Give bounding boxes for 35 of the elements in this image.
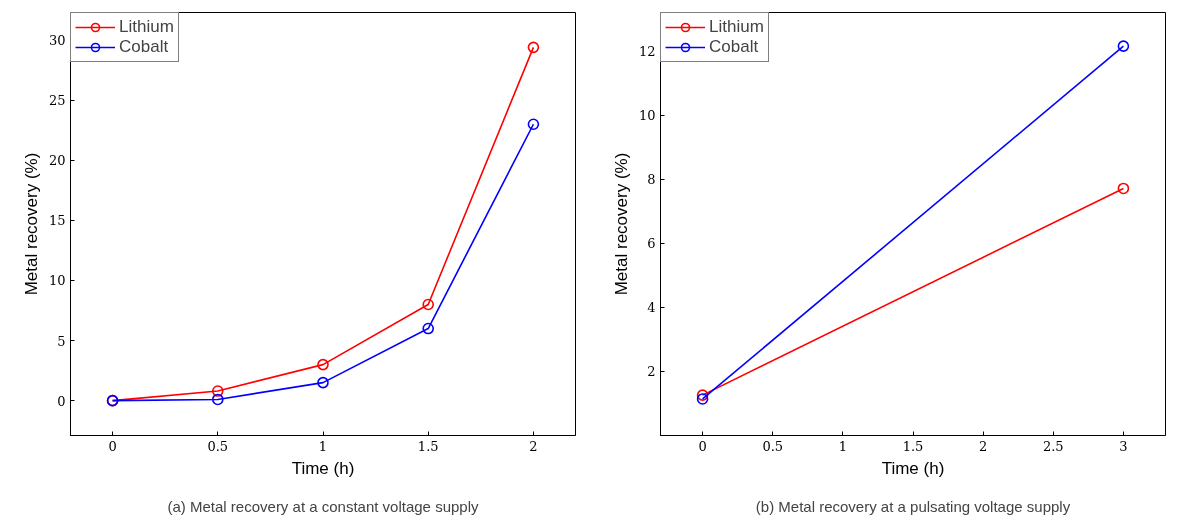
y-tick-label: 12 <box>638 43 656 59</box>
y-tick-label: 25 <box>48 93 66 109</box>
x-tick-label: 0.5 <box>762 438 784 454</box>
text: (b) Metal recovery at a pulsating voltage supply <box>755 497 1071 515</box>
x-tick-label: 0 <box>108 438 117 454</box>
x-tick-label: 0 <box>698 438 707 454</box>
x-tick-label: 2 <box>529 438 538 454</box>
y-tick-label: 4 <box>647 300 656 316</box>
y-tick-label: 10 <box>48 273 66 289</box>
x-tick-label: 1.5 <box>417 438 439 454</box>
y-tick-label: 20 <box>48 153 66 169</box>
y-tick-label: 15 <box>48 213 66 229</box>
y-tick-label: 6 <box>647 236 656 252</box>
text: (a) Metal recovery at a constant voltage supply <box>167 497 479 515</box>
x-tick-label: 2.5 <box>1042 438 1064 454</box>
x-axis-title: Time (h) <box>881 458 945 478</box>
y-axis-title: Metal recovery (%) <box>21 152 41 296</box>
y-tick-label: 5 <box>57 333 66 349</box>
x-axis-title: Time (h) <box>291 458 355 478</box>
y-tick-label: 8 <box>647 172 656 188</box>
y-tick-label: 2 <box>647 364 656 380</box>
legend-label: Cobalt <box>709 37 759 57</box>
y-tick-label: 30 <box>48 33 66 49</box>
x-tick-label: 1.5 <box>902 438 924 454</box>
legend-label: Lithium <box>119 17 174 37</box>
x-tick-label: 3 <box>1119 438 1128 454</box>
y-tick-label: 0 <box>57 393 66 409</box>
legend-label: Cobalt <box>119 37 169 57</box>
x-tick-label: 1 <box>838 438 848 454</box>
y-tick-label: 10 <box>638 108 656 124</box>
x-tick-label: 2 <box>979 438 988 454</box>
y-axis-title: Metal recovery (%) <box>611 152 631 296</box>
legend-label: Lithium <box>709 17 764 37</box>
x-tick-label: 1 <box>318 438 328 454</box>
x-tick-label: 0.5 <box>207 438 229 454</box>
